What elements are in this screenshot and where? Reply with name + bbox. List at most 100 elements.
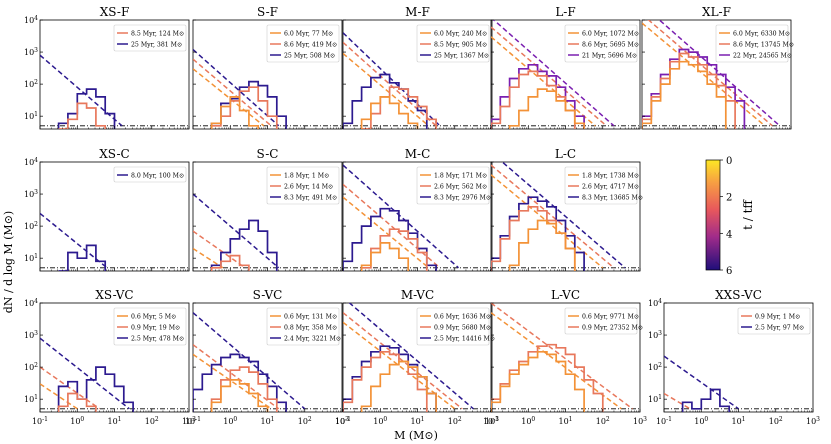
x-tick-label: 102	[448, 416, 462, 426]
colorbar: 0 2 4 6 t / tff	[705, 156, 755, 277]
x-tick-label: 102	[145, 416, 159, 426]
powerlaw-line-1	[193, 230, 246, 269]
hist-series-0	[343, 73, 428, 129]
y-tick-base: 10	[24, 299, 34, 308]
y-tick-base: 10	[24, 190, 34, 199]
hist-series-2	[210, 379, 269, 412]
x-tick-label: 100	[373, 416, 387, 426]
y-tick-label: 103	[24, 47, 38, 57]
y-tick-exp: 1	[34, 253, 38, 260]
panel-xxs-vc: XXS-VC0.9 Myr, 1 M⊙2.5 Myr, 97 M⊙1011021…	[648, 288, 820, 426]
powerlaw-line-0	[501, 162, 626, 269]
powerlaw-line-1	[343, 41, 437, 127]
panel-l-vc: L-VC0.6 Myr, 9771 M⊙0.9 Myr, 27352 M⊙10-…	[483, 288, 647, 426]
powerlaw-line-0	[40, 212, 108, 269]
y-tick-base: 10	[24, 112, 34, 121]
legend-label: 2.4 Myr, 3221 M⊙	[284, 336, 341, 343]
hist-series-1	[491, 350, 585, 412]
x-tick-label: 10-1	[483, 416, 499, 426]
x-tick-exp: 1	[742, 416, 746, 423]
x-tick-label: 100	[223, 416, 237, 426]
hist-series-0	[681, 388, 731, 412]
figure-xlabel: M (M⊙)	[394, 429, 438, 442]
legend-label: 8.0 Myr, 100 M⊙	[131, 173, 184, 180]
legend-box	[564, 166, 638, 205]
y-tick-base: 10	[648, 395, 658, 404]
y-tick-label: 104	[648, 298, 662, 308]
panel-s-c: S-C 1.8 Myr, 1 M⊙ 2.6 Myr, 14 M⊙ 8.3 Myr, 4…	[192, 147, 343, 272]
x-tick-exp: 2	[308, 416, 312, 423]
legend-label: 2.6 Myr, 562 M⊙	[434, 184, 487, 191]
panel-legend: 6.0 Myr, 240 M⊙ 8.5 Myr, 905 M⊙ 25 Myr, 13…	[416, 24, 490, 63]
legend-label: 8.6 Myr, 5695 M⊙	[582, 42, 639, 49]
x-tick-base: 10	[448, 417, 458, 426]
panel-plot	[491, 20, 615, 129]
powerlaw-line-1	[193, 58, 272, 127]
legend-label: 0.6 Myr, 5 M⊙	[131, 314, 176, 321]
y-tick-base: 10	[648, 331, 658, 340]
legend-label: 25 Myr, 1367 M⊙	[434, 53, 489, 60]
x-tick-base: 10	[70, 417, 80, 426]
x-tick-base: 10	[335, 417, 345, 426]
panel-plot	[40, 212, 108, 271]
legend-box	[113, 307, 187, 346]
legend-label: 0.6 Myr, 131 M⊙	[284, 314, 337, 321]
colorbar-tick-label: 6	[726, 266, 732, 277]
legend-label: 1.8 Myr, 1738 M⊙	[582, 173, 639, 180]
x-tick-exp: -1	[493, 416, 499, 423]
y-tick-exp: 1	[34, 111, 38, 118]
panel-legend: 6.0 Myr, 6330 M⊙ 8.6 Myr, 13745 M⊙ 22 Myr,…	[715, 24, 794, 63]
powerlaw-line-0	[40, 54, 123, 127]
x-tick-base: 10	[806, 417, 816, 426]
y-tick-label: 101	[24, 394, 38, 404]
legend-box	[715, 24, 789, 63]
x-tick-label: 103	[806, 416, 820, 426]
panel-l-c: L-C 1.8 Myr, 1738 M⊙ 2.6 Myr, 4717 M⊙ 8.3 M…	[490, 147, 643, 272]
y-tick-exp: 4	[658, 298, 662, 305]
panels-group: XS-F8.5 Myr, 124 M⊙25 Myr, 381 M⊙1011021…	[24, 5, 820, 426]
hist-series-2	[210, 96, 260, 129]
x-tick-base: 10	[335, 417, 345, 426]
y-tick-label: 102	[24, 79, 38, 89]
legend-label: 2.6 Myr, 4717 M⊙	[582, 184, 639, 191]
powerlaw-line-2	[193, 247, 224, 269]
x-tick-exp: 2	[606, 416, 610, 423]
x-tick-base: 10	[558, 417, 568, 426]
powerlaw-line-0	[664, 355, 739, 410]
powerlaw-line-2	[491, 36, 596, 127]
y-tick-exp: 2	[34, 79, 38, 86]
x-tick-base: 10	[182, 417, 192, 426]
legend-label: 2.5 Myr, 478 M⊙	[131, 336, 184, 343]
y-tick-base: 10	[24, 363, 34, 372]
legend-label: 6.0 Myr, 77 M⊙	[284, 31, 333, 38]
powerlaw-line-2	[343, 52, 430, 127]
legend-label: 2.5 Myr, 14416 M⊙	[434, 336, 495, 343]
x-tick-base: 10	[223, 417, 233, 426]
powerlaw-line-1	[343, 183, 441, 269]
powerlaw-line-1	[647, 20, 773, 127]
y-tick-label: 104	[24, 157, 38, 167]
legend-label: 0.9 Myr, 27352 M⊙	[582, 325, 643, 332]
hist-series-2	[360, 360, 437, 412]
y-tick-label: 102	[648, 362, 662, 372]
x-tick-base: 10	[769, 417, 779, 426]
x-tick-base: 10	[260, 417, 270, 426]
legend-label: 1.8 Myr, 171 M⊙	[434, 173, 487, 180]
x-tick-base: 10	[694, 417, 704, 426]
x-tick-label: 101	[260, 416, 274, 426]
powerlaw-line-1	[491, 164, 615, 269]
x-tick-label: 10-1	[656, 416, 672, 426]
panel-xl-f: XL-F 6.0 Myr, 6330 M⊙ 8.6 Myr, 13745 M⊙ 22 …	[641, 5, 794, 130]
legend-box	[266, 307, 340, 346]
powerlaw-line-0	[40, 337, 130, 410]
y-tick-base: 10	[24, 48, 34, 57]
x-tick-exp: 0	[233, 416, 237, 423]
powerlaw-line-1	[40, 366, 101, 410]
panel-title: L-VC	[551, 288, 580, 302]
legend-label: 2.5 Myr, 97 M⊙	[755, 325, 804, 332]
panel-plot	[491, 303, 633, 412]
panel-plot	[343, 303, 474, 412]
legend-label: 0.9 Myr, 5680 M⊙	[434, 325, 491, 332]
panel-title: S-C	[257, 147, 279, 161]
